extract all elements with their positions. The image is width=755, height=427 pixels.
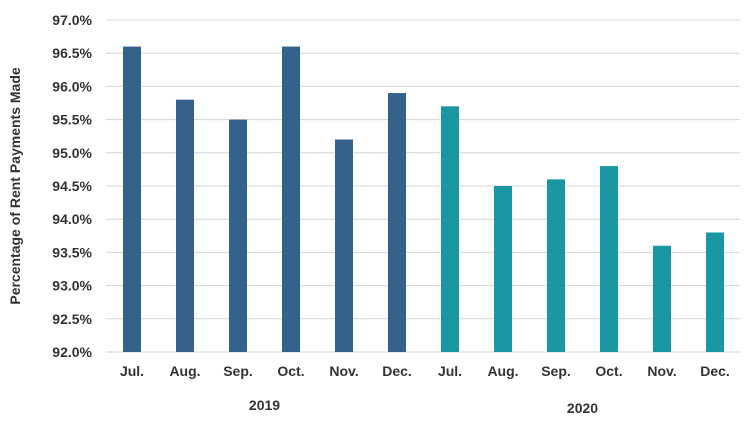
y-axis-label: Percentage of Rent Payments Made [7, 67, 23, 305]
gridlines [106, 19, 740, 353]
y-tick-label: 96.0% [52, 78, 92, 94]
y-tick-label: 93.5% [52, 244, 92, 260]
y-tick-label: 94.5% [52, 178, 92, 194]
year-group-label: 2020 [567, 400, 598, 416]
bar [494, 186, 512, 352]
x-tick-label: Oct. [595, 363, 622, 379]
bar [653, 245, 671, 352]
y-tick-label: 97.0% [52, 12, 92, 28]
bar [282, 46, 300, 353]
x-tick-label: Jul. [438, 363, 462, 379]
bar [547, 179, 565, 352]
x-tick-label: Sep. [541, 363, 571, 379]
bar [176, 99, 194, 353]
y-tick-label: 95.0% [52, 145, 92, 161]
y-tick-label: 95.5% [52, 112, 92, 128]
y-tick-label: 92.5% [52, 311, 92, 327]
x-tick-label: Dec. [700, 363, 730, 379]
bar [229, 119, 247, 352]
x-tick-label: Oct. [277, 363, 304, 379]
bar [441, 106, 459, 352]
y-tick-label: 94.0% [52, 211, 92, 227]
x-tick-label: Dec. [382, 363, 412, 379]
x-tick-label: Sep. [223, 363, 253, 379]
y-tick-label: 93.0% [52, 278, 92, 294]
x-tick-label: Nov. [329, 363, 358, 379]
x-axis-ticks: Jul. Aug. Sep. Oct. Nov. Dec. Jul. Aug. Sep. Oct.… [120, 363, 730, 379]
x-tick-label: Aug. [487, 363, 518, 379]
bars [123, 46, 724, 353]
x-tick-label: Jul. [120, 363, 144, 379]
bar [388, 93, 406, 352]
year-group-label: 2019 [249, 397, 280, 413]
x-tick-label: Aug. [169, 363, 200, 379]
y-tick-label: 96.5% [52, 45, 92, 61]
y-tick-label: 92.0% [52, 344, 92, 360]
x-tick-label: Nov. [647, 363, 676, 379]
bar [706, 232, 724, 352]
bar [335, 139, 353, 352]
year-group-labels: 2019 2020 [249, 397, 598, 416]
bar [600, 166, 618, 352]
bar [123, 46, 141, 353]
y-axis-ticks: 92.0% 92.5% 93.0% 93.5% 94.0% 94.5% 95.0% 95.5%… [52, 12, 92, 360]
